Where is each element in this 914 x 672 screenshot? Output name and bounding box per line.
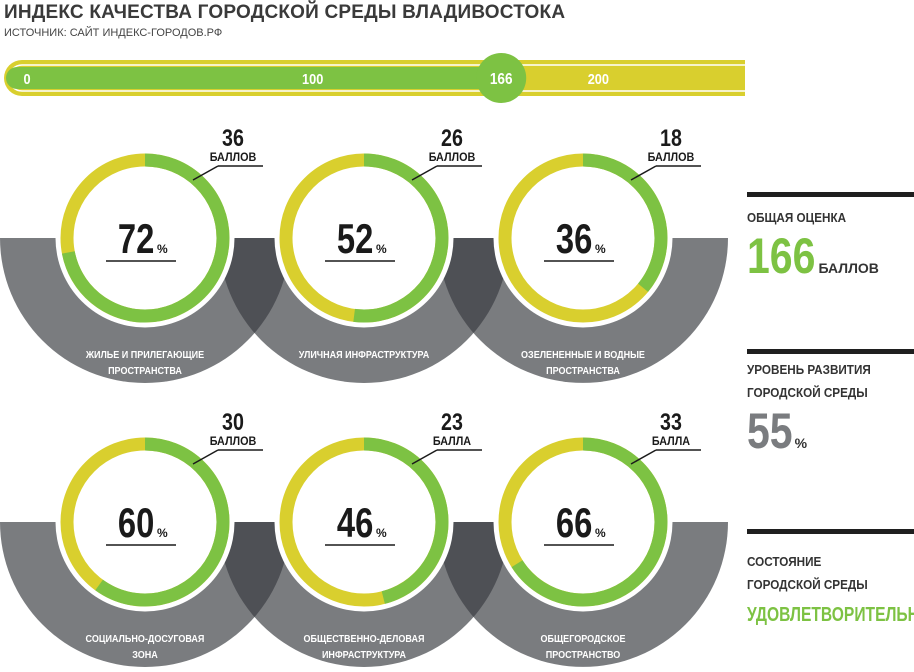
category-label: ЖИЛЬЕ И ПРИЛЕГАЮЩИЕ	[85, 349, 205, 361]
callout-leader	[630, 165, 657, 181]
scale-tick-label: 100	[302, 70, 323, 87]
percent-value: 66	[556, 499, 592, 546]
callout-leader	[192, 165, 219, 181]
environment-state-label: СОСТОЯНИЕ ГОРОДСКОЙ СРЕДЫ	[747, 550, 897, 596]
donut-arc	[60, 153, 230, 323]
callout-leader	[630, 449, 657, 465]
score-value: 30	[222, 408, 244, 435]
score-value: 33	[660, 408, 682, 435]
percent-value: 60	[118, 499, 154, 546]
percent-sign: %	[595, 526, 606, 540]
overall-score-unit: БАЛЛОВ	[818, 260, 879, 276]
category-label: ЗОНА	[132, 649, 158, 661]
score-value: 36	[222, 124, 244, 151]
category-label: ПРОСТРАНСТВА	[108, 365, 182, 377]
category-label: ИНФРАСТРУКТУРА	[322, 649, 406, 661]
score-unit: БАЛЛОВ	[648, 152, 695, 165]
scale-tick-label: 0	[23, 70, 30, 87]
score-unit: БАЛЛОВ	[429, 152, 476, 165]
percent-value: 52	[337, 215, 373, 262]
callout-leader	[411, 449, 438, 465]
score-value: 26	[441, 124, 463, 151]
donut-arc	[498, 153, 668, 323]
category-label: УЛИЧНАЯ ИНФРАСТРУКТУРА	[299, 349, 430, 361]
panel-rule	[747, 529, 914, 534]
donut-arc	[279, 437, 449, 607]
label-line: УРОВЕНЬ РАЗВИТИЯ	[747, 362, 871, 377]
score-value: 23	[441, 408, 463, 435]
percent-sign: %	[157, 526, 168, 540]
category-label: ОБЩЕСТВЕННО-ДЕЛОВАЯ	[304, 633, 425, 645]
score-unit: БАЛЛОВ	[210, 152, 257, 165]
donut-arc	[498, 437, 668, 607]
score-unit: БАЛЛА	[433, 436, 471, 449]
percent-value: 46	[337, 499, 373, 546]
scale-tick-label: 200	[588, 70, 609, 87]
category-label: ПРОСТРАНСТВО	[546, 649, 621, 661]
scale-bar: 0100200300166	[4, 53, 745, 103]
scale-marker	[476, 53, 527, 103]
scale-fill	[6, 67, 502, 89]
percent-value: 36	[556, 215, 592, 262]
callout-leader	[192, 449, 219, 465]
page-title: ИНДЕКС КАЧЕСТВА ГОРОДСКОЙ СРЕДЫ ВЛАДИВОС…	[4, 2, 566, 23]
source-caption: ИСТОЧНИК: САЙТ ИНДЕКС-ГОРОДОВ.РФ	[4, 27, 223, 39]
score-value: 18	[660, 124, 682, 151]
percent-sign: %	[376, 242, 387, 256]
score-unit: БАЛЛОВ	[210, 436, 257, 449]
category-label: ОЗЕЛЕНЕННЫЕ И ВОДНЫЕ	[521, 349, 645, 361]
label-line: СОСТОЯНИЕ	[747, 554, 822, 569]
percent-sign: %	[376, 526, 387, 540]
overall-score-row: 166 БАЛЛОВ	[747, 229, 914, 283]
environment-state-panel: СОСТОЯНИЕ ГОРОДСКОЙ СРЕДЫ УДОВЛЕТВОРИТЕЛ…	[747, 529, 914, 627]
scale-marker-label: 166	[490, 71, 513, 88]
development-level-row: 55%	[747, 404, 914, 458]
score-unit: БАЛЛА	[652, 436, 690, 449]
donut-arc	[279, 153, 449, 323]
overall-score-panel: ОБЩАЯ ОЦЕНКА 166 БАЛЛОВ	[747, 192, 914, 283]
label-line: ГОРОДСКОЙ СРЕДЫ	[747, 385, 868, 400]
development-level-unit: %	[794, 435, 808, 451]
overall-score-value: 166	[747, 228, 816, 284]
percent-sign: %	[595, 242, 606, 256]
donut-arc	[60, 437, 230, 607]
category-label: ОБЩЕГОРОДСКОЕ	[541, 633, 626, 645]
category-label: СОЦИАЛЬНО-ДОСУГОВАЯ	[86, 633, 205, 645]
label-line: ГОРОДСКОЙ СРЕДЫ	[747, 577, 868, 592]
development-level-value: 55	[747, 403, 793, 459]
percent-sign: %	[157, 242, 168, 256]
environment-state-value: УДОВЛЕТВОРИТЕЛЬНОЕ	[747, 604, 914, 626]
callout-leader	[411, 165, 438, 181]
development-level-label: УРОВЕНЬ РАЗВИТИЯ ГОРОДСКОЙ СРЕДЫ	[747, 358, 897, 404]
category-label: ПРОСТРАНСТВА	[546, 365, 620, 377]
percent-value: 72	[118, 215, 154, 262]
overall-score-label: ОБЩАЯ ОЦЕНКА	[747, 210, 847, 225]
development-level-panel: УРОВЕНЬ РАЗВИТИЯ ГОРОДСКОЙ СРЕДЫ 55%	[747, 349, 914, 458]
panel-rule	[747, 192, 914, 197]
panel-rule	[747, 349, 914, 354]
